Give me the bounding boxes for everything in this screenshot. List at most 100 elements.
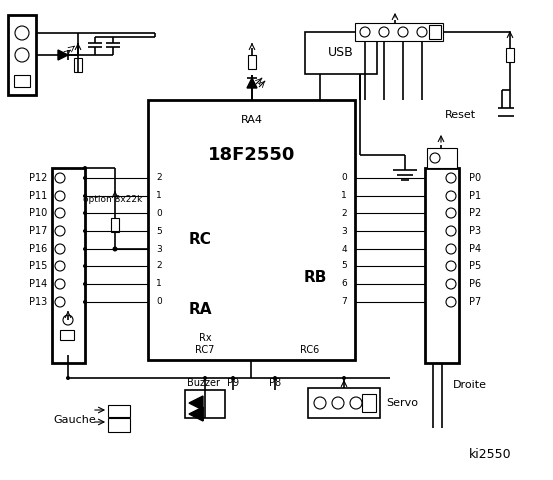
Text: P0: P0: [469, 173, 481, 183]
Text: P10: P10: [29, 208, 47, 218]
Circle shape: [55, 261, 65, 271]
Bar: [506, 48, 514, 62]
Text: RA4: RA4: [241, 115, 263, 125]
Bar: [362, 394, 376, 412]
Bar: [425, 168, 459, 363]
Polygon shape: [189, 396, 203, 410]
Text: USB: USB: [328, 47, 354, 60]
Text: 3: 3: [341, 227, 347, 236]
Text: 2: 2: [156, 173, 162, 182]
Circle shape: [83, 282, 87, 286]
Bar: [108, 418, 130, 432]
Bar: [427, 148, 457, 168]
Text: 5: 5: [341, 262, 347, 271]
Text: 7: 7: [341, 298, 347, 307]
Text: P5: P5: [469, 261, 481, 271]
Circle shape: [350, 397, 362, 409]
Text: RC: RC: [189, 232, 211, 248]
Text: 1: 1: [341, 192, 347, 201]
Text: RA: RA: [188, 302, 212, 317]
Text: 0: 0: [156, 208, 162, 217]
Circle shape: [83, 247, 87, 251]
Bar: [14, 75, 30, 87]
Circle shape: [231, 376, 235, 380]
Text: RC6: RC6: [300, 345, 320, 355]
Bar: [8, 15, 36, 95]
Text: 5: 5: [156, 227, 162, 236]
Circle shape: [55, 208, 65, 218]
Text: P1: P1: [469, 191, 481, 201]
Circle shape: [430, 153, 440, 163]
Circle shape: [446, 226, 456, 236]
Circle shape: [66, 376, 70, 380]
Bar: [429, 25, 441, 39]
Circle shape: [379, 27, 389, 37]
Circle shape: [203, 376, 207, 380]
Text: option 8x22k: option 8x22k: [84, 195, 143, 204]
Text: P16: P16: [29, 244, 47, 254]
Text: 0: 0: [341, 173, 347, 182]
Bar: [60, 330, 74, 340]
Text: Rx: Rx: [199, 333, 211, 343]
Text: P13: P13: [29, 297, 47, 307]
Text: P7: P7: [469, 297, 481, 307]
Circle shape: [112, 247, 117, 252]
Circle shape: [83, 264, 87, 268]
Circle shape: [417, 27, 427, 37]
Text: 6: 6: [341, 279, 347, 288]
Circle shape: [398, 27, 408, 37]
Text: P12: P12: [29, 173, 47, 183]
Circle shape: [15, 48, 29, 62]
Polygon shape: [247, 78, 257, 88]
Text: RC7: RC7: [195, 345, 215, 355]
Text: P11: P11: [29, 191, 47, 201]
Circle shape: [342, 376, 346, 380]
Text: ki2550: ki2550: [469, 448, 512, 461]
Circle shape: [83, 176, 87, 180]
Circle shape: [446, 208, 456, 218]
Text: P14: P14: [29, 279, 47, 289]
Circle shape: [446, 191, 456, 201]
Circle shape: [55, 279, 65, 289]
Bar: [108, 405, 130, 417]
Circle shape: [332, 397, 344, 409]
Text: P15: P15: [29, 261, 47, 271]
Bar: [308, 388, 380, 418]
Circle shape: [15, 26, 29, 40]
Text: 0: 0: [156, 298, 162, 307]
Text: Gauche: Gauche: [54, 415, 96, 425]
Bar: [74, 58, 82, 72]
Text: 4: 4: [341, 244, 347, 253]
Circle shape: [446, 173, 456, 183]
Text: 2: 2: [156, 262, 162, 271]
Text: P6: P6: [469, 279, 481, 289]
Polygon shape: [58, 50, 68, 60]
Circle shape: [55, 244, 65, 254]
Circle shape: [83, 229, 87, 233]
Text: P3: P3: [469, 226, 481, 236]
Text: P17: P17: [29, 226, 47, 236]
Bar: [52, 168, 85, 363]
Circle shape: [314, 397, 326, 409]
Text: P4: P4: [469, 244, 481, 254]
Circle shape: [273, 376, 277, 380]
Circle shape: [446, 279, 456, 289]
Text: Servo: Servo: [386, 398, 418, 408]
Text: Droite: Droite: [453, 380, 487, 390]
Circle shape: [63, 315, 73, 325]
Text: Reset: Reset: [445, 110, 476, 120]
Bar: [305, 32, 377, 74]
Text: 2: 2: [341, 208, 347, 217]
Text: 1: 1: [156, 279, 162, 288]
Text: 18F2550: 18F2550: [208, 146, 296, 164]
Circle shape: [360, 27, 370, 37]
Circle shape: [446, 261, 456, 271]
Bar: [248, 55, 256, 69]
Circle shape: [83, 194, 87, 198]
Circle shape: [446, 244, 456, 254]
Bar: [355, 23, 443, 41]
Bar: [111, 218, 119, 232]
Circle shape: [83, 300, 87, 304]
Text: RB: RB: [303, 271, 327, 286]
Text: 3: 3: [156, 244, 162, 253]
